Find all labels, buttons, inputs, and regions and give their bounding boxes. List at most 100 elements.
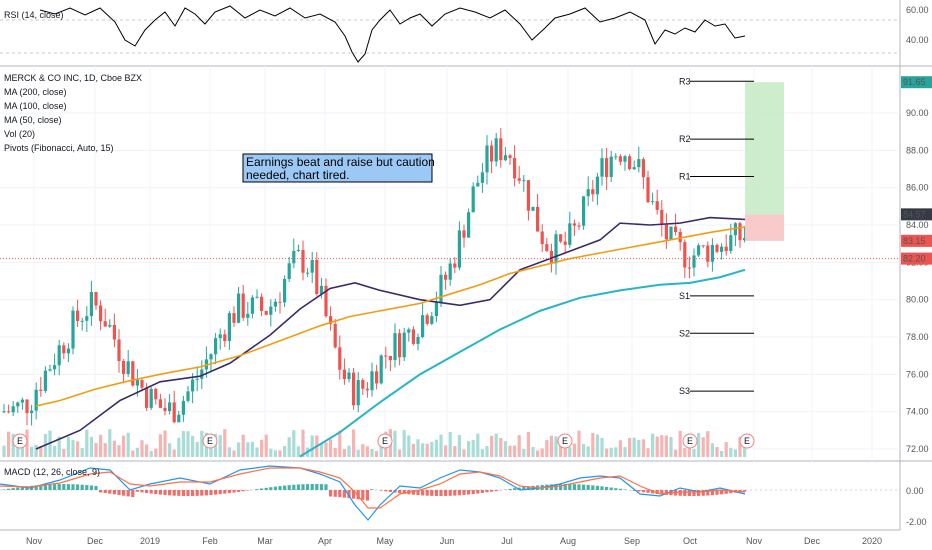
macd-histogram-bar <box>724 490 728 494</box>
candle-body <box>402 332 406 358</box>
candle-body <box>549 250 553 264</box>
candle-body <box>540 231 544 245</box>
macd-histogram-bar <box>117 490 121 496</box>
macd-histogram-bar <box>94 485 98 490</box>
candle-body <box>614 156 618 158</box>
candle-body <box>80 320 84 322</box>
macd-panel: MACD (12, 26, close, 9) 0.00 -2.00 <box>0 465 927 527</box>
price-tick-label: 76.00 <box>906 369 929 379</box>
macd-histogram-bar <box>651 490 655 494</box>
candle-body <box>43 370 47 391</box>
volume-bar <box>338 430 342 457</box>
annotation-line-1: Earnings beat and raise but caution <box>246 155 435 169</box>
price-badge <box>901 234 932 247</box>
volume-bar <box>365 446 369 457</box>
indicator-label: MA (200, close) <box>4 87 67 97</box>
volume-bar <box>11 433 15 457</box>
macd-histogram <box>2 484 747 501</box>
volume-bar <box>720 450 724 457</box>
macd-histogram-bar <box>16 487 20 490</box>
macd-histogram-bar <box>66 484 70 490</box>
volume-bar <box>545 440 549 457</box>
candle-body <box>168 402 172 412</box>
candle-body <box>513 158 517 179</box>
macd-histogram-bar <box>706 490 710 496</box>
candle-body <box>260 296 264 311</box>
volume-bar <box>278 450 282 457</box>
candle-body <box>692 255 696 268</box>
candle-body <box>655 201 659 210</box>
candle-body <box>76 310 80 321</box>
volume-bar <box>678 430 682 457</box>
ma-200-line <box>299 268 746 458</box>
candle-body <box>16 402 20 407</box>
annotation-box[interactable] <box>242 153 433 183</box>
macd-histogram-bar <box>57 484 61 490</box>
candle-body <box>609 156 613 178</box>
candle-body <box>11 406 15 413</box>
candle-body <box>448 263 452 280</box>
candle-body <box>457 230 461 268</box>
candle-body <box>306 272 310 274</box>
candle-body <box>66 348 70 354</box>
macd-histogram-bar <box>568 484 572 490</box>
macd-histogram-bar <box>365 490 369 501</box>
volume-bar <box>356 449 360 457</box>
volume-bar <box>200 430 204 457</box>
macd-histogram-bar <box>108 490 112 494</box>
volume-bar <box>623 447 627 457</box>
volume-bar <box>342 449 346 457</box>
volume-bar <box>526 431 530 457</box>
macd-histogram-bar <box>411 490 415 495</box>
macd-histogram-bar <box>632 490 636 491</box>
macd-histogram-bar <box>448 490 452 496</box>
time-tick-label: Sep <box>624 536 640 546</box>
macd-histogram-bar <box>692 490 696 496</box>
macd-histogram-bar <box>140 490 144 493</box>
macd-histogram-bar <box>168 490 172 496</box>
volume-bar <box>94 443 98 457</box>
volume-bar <box>536 450 540 457</box>
volume-bar <box>241 434 245 457</box>
candle-body <box>729 235 733 251</box>
macd-histogram-bar <box>306 484 310 490</box>
time-tick-label: Nov <box>746 536 763 546</box>
macd-histogram-bar <box>595 485 599 490</box>
candle-body <box>218 334 222 339</box>
volume-bar <box>352 429 356 457</box>
pivot-label: R1 <box>679 171 691 181</box>
long-position-tool[interactable] <box>745 82 784 241</box>
macd-histogram-bar <box>296 484 300 490</box>
volume-bar <box>664 435 668 457</box>
candle-body <box>94 292 98 306</box>
volume-bar <box>287 437 291 457</box>
candle-body <box>618 156 622 162</box>
volume-bar <box>135 447 139 457</box>
macd-histogram-bar <box>641 490 645 493</box>
volume-bar <box>692 448 696 457</box>
volume-bar <box>273 450 277 457</box>
macd-histogram-bar <box>53 484 57 490</box>
candle-body <box>467 212 471 238</box>
volume-bar <box>402 430 406 457</box>
volume-bar <box>582 444 586 457</box>
volume-bar <box>232 450 236 457</box>
volume-bar <box>591 433 595 457</box>
indicator-label: Pivots (Fibonacci, Auto, 15) <box>4 143 114 153</box>
candle-body <box>223 334 227 341</box>
candle-body <box>149 388 153 408</box>
volume-bar <box>572 443 576 457</box>
time-tick-label: Jul <box>501 536 513 546</box>
macd-histogram-bar <box>494 490 498 491</box>
candle-body <box>131 361 135 386</box>
volume-bar <box>292 430 296 457</box>
price-tick-label: 78.00 <box>906 332 929 342</box>
volume-bar <box>444 445 448 457</box>
volume-bar <box>149 450 153 457</box>
volume-bar <box>57 436 61 457</box>
volume-bar <box>296 446 300 457</box>
macd-histogram-bar <box>181 490 185 496</box>
candle-body <box>342 369 346 380</box>
macd-histogram-bar <box>476 490 480 494</box>
